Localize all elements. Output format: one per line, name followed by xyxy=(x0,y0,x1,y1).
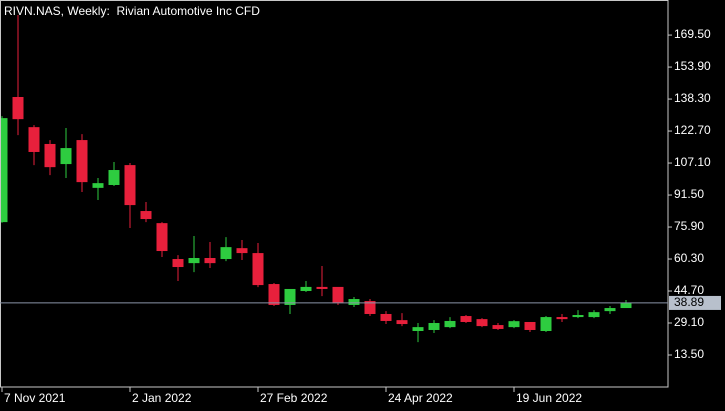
y-tick-label: 107.10 xyxy=(674,155,711,169)
candle-body xyxy=(444,320,456,328)
candle-body xyxy=(220,247,232,260)
candle-body xyxy=(12,97,24,120)
x-tick-label: 2 Jan 2022 xyxy=(132,391,192,405)
candle-body xyxy=(28,127,40,152)
y-tick-label: 91.50 xyxy=(674,187,704,201)
x-tick-label: 24 Apr 2022 xyxy=(388,391,453,405)
candle-body xyxy=(236,248,248,254)
y-tick-label: 138.30 xyxy=(674,91,711,105)
candle-body xyxy=(364,301,376,314)
x-tick-label: 27 Feb 2022 xyxy=(260,391,328,405)
candle-body xyxy=(428,323,440,330)
candle-body xyxy=(316,286,328,289)
plot-area xyxy=(1,14,632,343)
candle-body xyxy=(60,148,72,165)
candle-body xyxy=(508,321,520,328)
candle-body xyxy=(156,223,168,252)
y-tick-label: 169.50 xyxy=(674,27,711,41)
candle-body xyxy=(188,258,200,264)
candle-body xyxy=(348,299,360,305)
candle-body xyxy=(476,319,488,327)
candle-body xyxy=(492,325,504,329)
y-tick-label: 60.30 xyxy=(674,251,704,265)
x-tick-label: 7 Nov 2021 xyxy=(4,391,66,405)
x-tick-label: 19 Jun 2022 xyxy=(516,391,582,405)
candle-body xyxy=(412,327,424,332)
candle-body xyxy=(620,302,632,309)
candle-body xyxy=(108,170,120,185)
candle-body xyxy=(124,165,136,206)
candle-body xyxy=(460,316,472,322)
candle-body xyxy=(380,313,392,321)
candle-body xyxy=(556,317,568,320)
candle-body xyxy=(268,284,280,305)
candle-body xyxy=(524,321,536,330)
candle-body xyxy=(140,211,152,220)
y-tick-label: 29.10 xyxy=(674,315,704,329)
candle-body xyxy=(332,286,344,304)
candle-body xyxy=(252,253,264,286)
y-tick-label: 75.90 xyxy=(674,219,704,233)
candle-body xyxy=(204,258,216,264)
candle-body xyxy=(92,183,104,188)
candle-body xyxy=(396,320,408,325)
candle-body xyxy=(604,308,616,312)
candle-body xyxy=(1,118,8,223)
candle-body xyxy=(300,286,312,292)
chart-title: RIVN.NAS, Weekly: Rivian Automotive Inc … xyxy=(4,4,260,18)
candle-body xyxy=(76,140,88,183)
last-price-tag xyxy=(669,295,721,310)
last-price-label: 38.89 xyxy=(674,295,704,309)
candle-body xyxy=(540,317,552,332)
y-tick-label: 13.50 xyxy=(674,347,704,361)
y-tick-label: 44.70 xyxy=(674,283,704,297)
candle-body xyxy=(572,315,584,318)
candle-body xyxy=(172,259,184,268)
candle-body xyxy=(284,288,296,305)
plot-frame xyxy=(0,0,669,388)
y-tick-label: 122.70 xyxy=(674,123,711,137)
y-tick-label: 153.90 xyxy=(674,59,711,73)
candle-body xyxy=(588,312,600,318)
candle-body xyxy=(44,143,56,168)
